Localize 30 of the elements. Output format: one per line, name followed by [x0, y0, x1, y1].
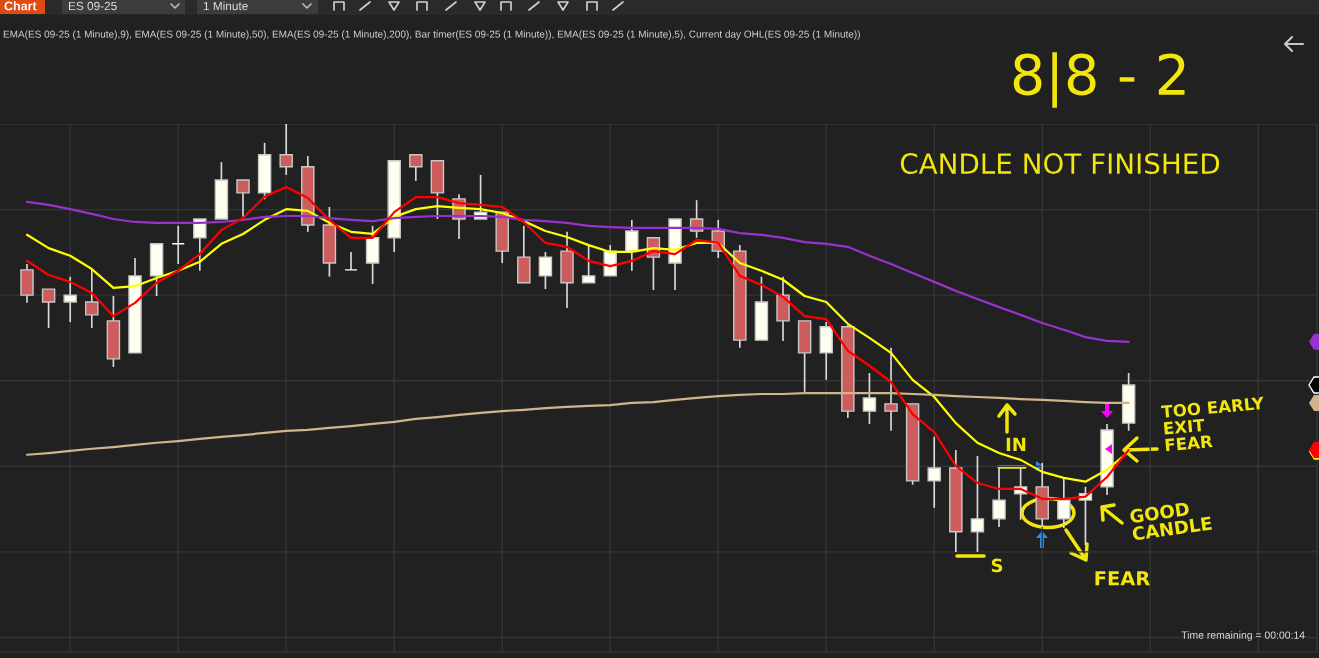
text: S	[991, 558, 1003, 573]
candlestick	[171, 224, 185, 265]
candlestick	[862, 372, 877, 425]
candlestick	[41, 288, 56, 329]
candlestick	[236, 179, 250, 218]
text: Time remaining = 00:00:14	[1181, 631, 1305, 641]
text: TOO EARLY EXIT FEAR	[1160, 396, 1265, 452]
candlestick	[279, 124, 293, 176]
candlestick	[992, 467, 1006, 528]
candlestick	[1057, 476, 1071, 529]
candlestick	[63, 275, 77, 323]
candlestick	[970, 455, 985, 553]
annotation: IN	[1006, 437, 1026, 451]
candlestick	[581, 244, 596, 284]
annotation: CANDLE NOT FINISHED	[900, 153, 1220, 175]
text: ES 09-25	[68, 1, 117, 11]
candlestick	[344, 251, 358, 271]
text: 8|8 - 2	[1013, 52, 1185, 108]
candlestick	[927, 435, 941, 509]
candlestick	[193, 218, 207, 272]
text: 1 Minute	[203, 1, 248, 11]
annotation: GOOD CANDLE	[1129, 501, 1213, 541]
candlestick	[884, 346, 898, 432]
text: Chart	[4, 1, 37, 11]
candlestick	[409, 153, 423, 182]
candlestick	[85, 269, 99, 329]
text: FEAR	[1095, 571, 1150, 586]
candlestick	[625, 219, 639, 272]
candlestick	[538, 251, 553, 290]
chart-title: EMA(ES 09-25 (1 Minute),9), EMA(ES 09-25 (1 Minute),50), EMA(ES 09-25 (1 Minute),200), Bar timer(ES 09-25 (1 Minute)), EMA(ES 09-25 (1 Minute),5), Current day OHL(ES 09-25 (1 Minute))	[3, 30, 860, 40]
